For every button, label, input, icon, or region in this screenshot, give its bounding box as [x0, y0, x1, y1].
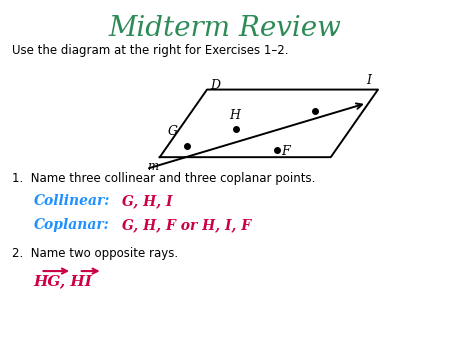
Text: Midterm Review: Midterm Review [108, 15, 342, 42]
Text: I: I [366, 74, 371, 87]
Text: 1.  Name three collinear and three coplanar points.: 1. Name three collinear and three coplan… [12, 172, 315, 185]
Text: Collinear:: Collinear: [34, 194, 110, 208]
Text: HG, HI: HG, HI [34, 274, 93, 288]
Text: F: F [281, 145, 290, 158]
Text: H: H [230, 110, 240, 122]
Text: G: G [168, 125, 178, 138]
Text: Use the diagram at the right for Exercises 1–2.: Use the diagram at the right for Exercis… [12, 44, 288, 57]
Text: 2.  Name two opposite rays.: 2. Name two opposite rays. [12, 247, 178, 260]
Text: D: D [210, 79, 220, 92]
Text: m: m [147, 160, 158, 172]
Text: G, H, F or H, I, F: G, H, F or H, I, F [122, 218, 251, 232]
Text: G, H, I: G, H, I [122, 194, 172, 208]
Text: Coplanar:: Coplanar: [34, 218, 109, 232]
